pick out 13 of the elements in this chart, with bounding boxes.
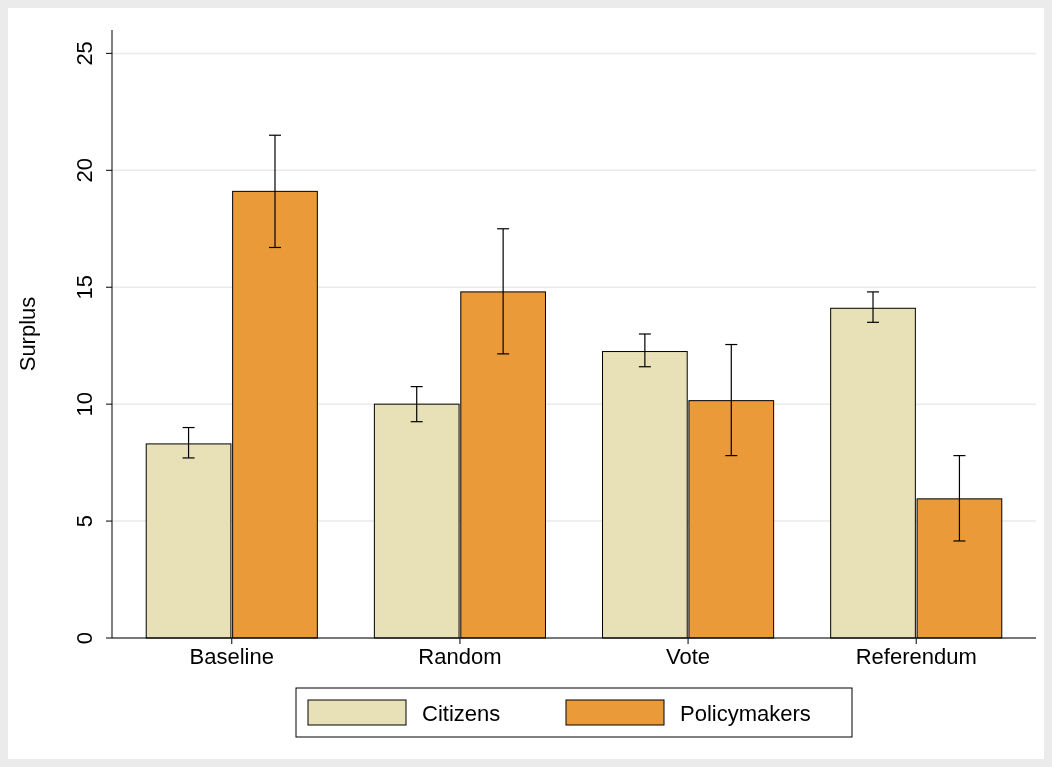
x-tick-label: Vote (666, 644, 711, 669)
y-tick-label: 10 (72, 391, 97, 417)
legend-label: Policymakers (680, 701, 811, 726)
legend-label: Citizens (422, 701, 501, 726)
y-tick-label: 5 (72, 514, 97, 528)
x-tick-label: Baseline (189, 644, 274, 669)
x-tick-label: Referendum (855, 644, 977, 669)
y-tick-label: 15 (72, 274, 97, 300)
y-axis-title: Surplus (15, 296, 40, 372)
x-tick-label: Random (418, 644, 502, 669)
y-tick-label: 25 (72, 41, 97, 66)
y-tick-label: 20 (72, 158, 97, 183)
y-tick-label: 0 (72, 631, 97, 645)
